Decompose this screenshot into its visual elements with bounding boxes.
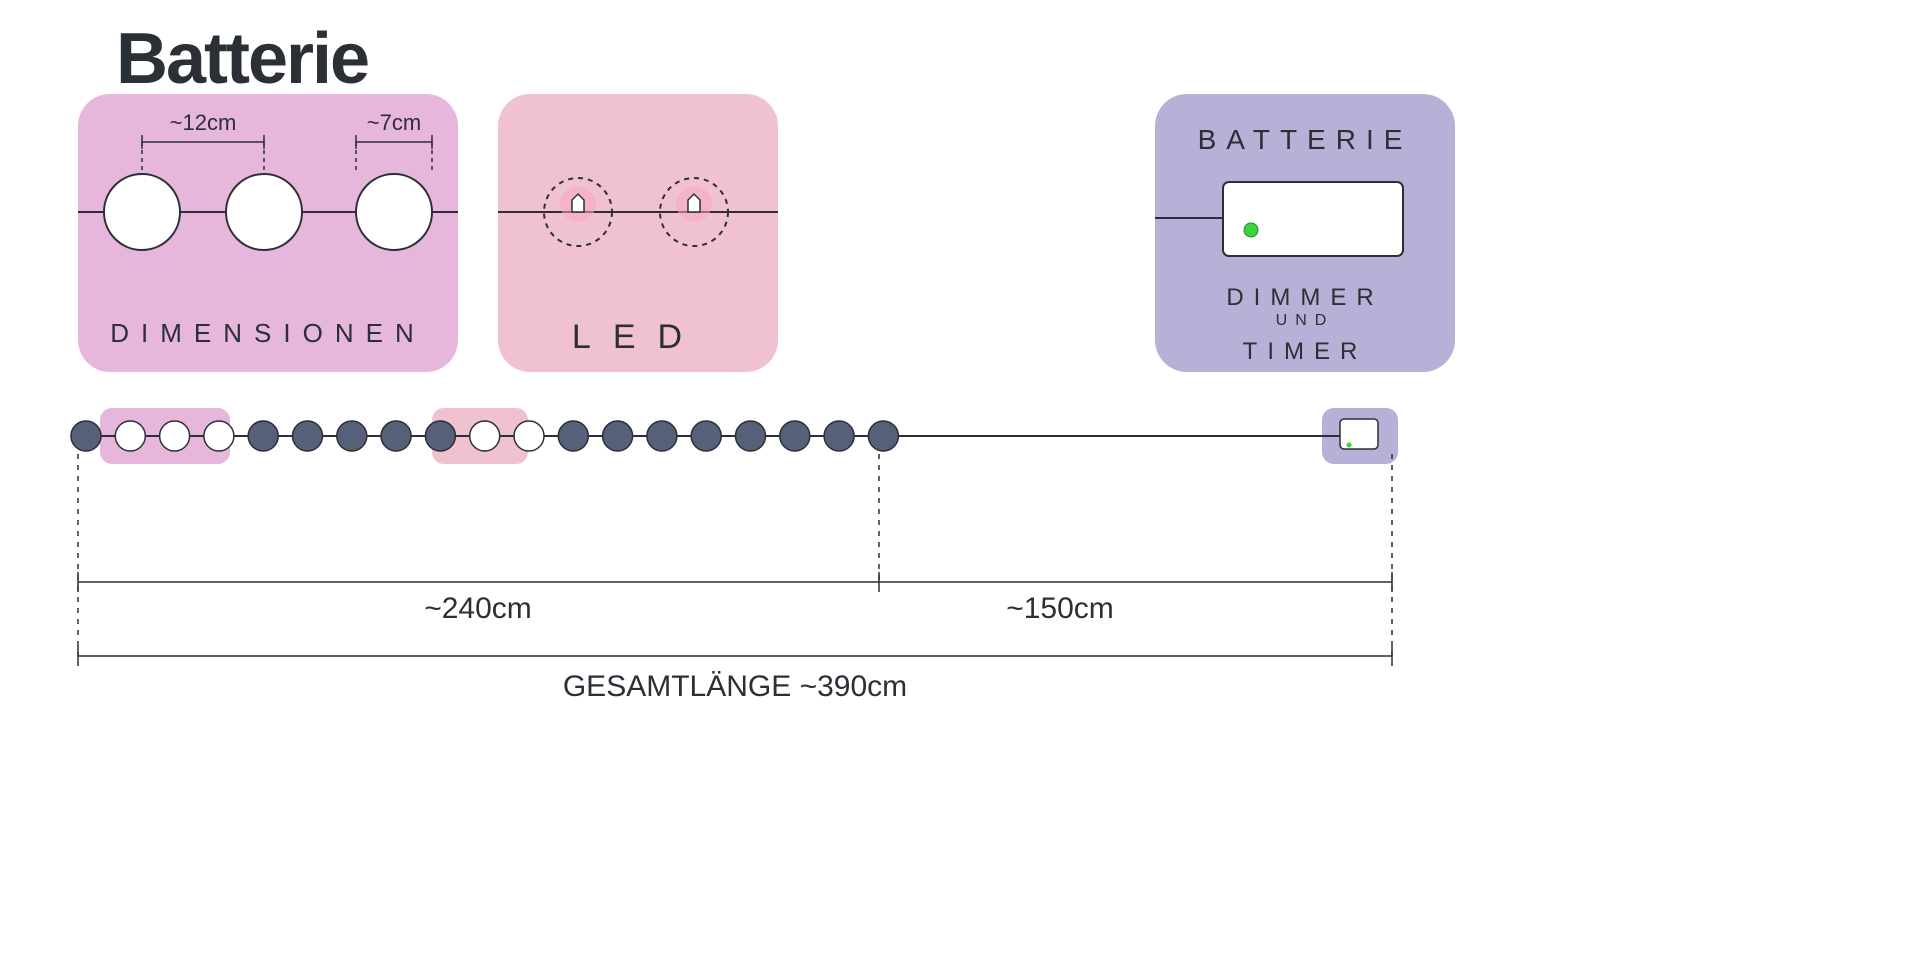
string-bulb (514, 421, 544, 451)
string-bulb (868, 421, 898, 451)
measure-label-150: ~150cm (1006, 592, 1114, 625)
measure-label-total: GESAMTLÄNGE ~390cm (563, 670, 907, 703)
string-bulb (293, 421, 323, 451)
string-bulb (337, 421, 367, 451)
measure-label-240: ~240cm (424, 592, 532, 625)
string-battery-box (1340, 419, 1378, 449)
string-bulb (647, 421, 677, 451)
string-bulb (425, 421, 455, 451)
string-bulb (470, 421, 500, 451)
string-bulb (115, 421, 145, 451)
string-bulb (381, 421, 411, 451)
string-bulb (204, 421, 234, 451)
string-bulb (780, 421, 810, 451)
string-bulb (160, 421, 190, 451)
string-bulb (824, 421, 854, 451)
string-diagram: ~240cm ~150cm GESAMTLÄNGE ~390cm (0, 0, 1920, 960)
string-bulb (691, 421, 721, 451)
string-bulb (71, 421, 101, 451)
measurement-guides (78, 454, 1392, 666)
string-bulb (736, 421, 766, 451)
string-bulb (248, 421, 278, 451)
string-bulb (603, 421, 633, 451)
string-bulb (558, 421, 588, 451)
string-battery-led-icon (1347, 443, 1352, 448)
